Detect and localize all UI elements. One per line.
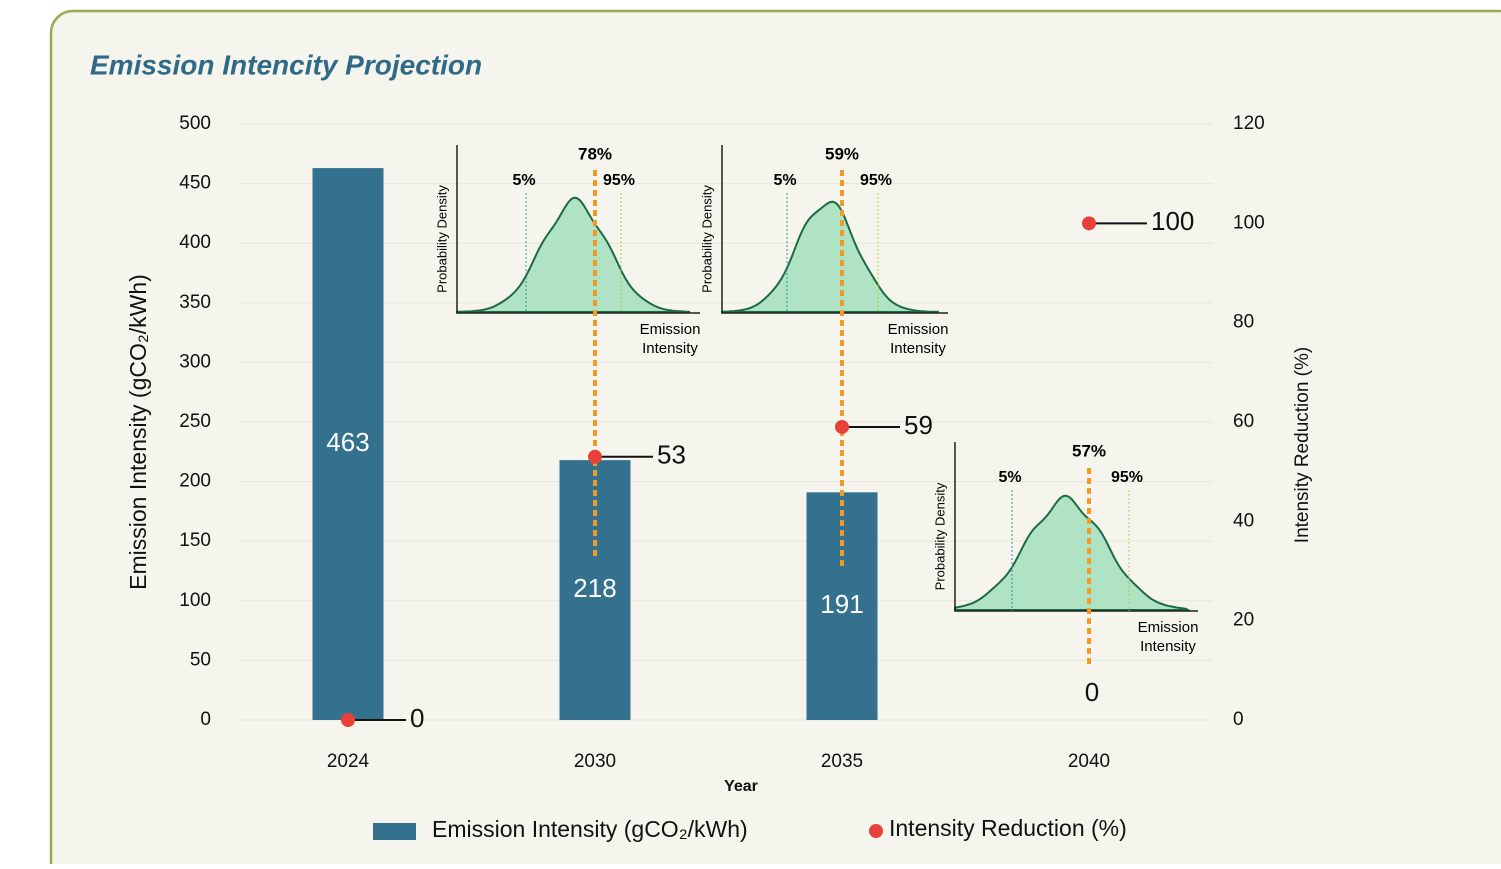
point-value-label: 53 (657, 440, 686, 470)
bar-value-label: 463 (326, 427, 369, 457)
legend-swatch (869, 824, 883, 838)
y2-tick-label: 0 (1233, 709, 1244, 730)
inset-axes (456, 145, 700, 314)
point-value-label: 100 (1151, 206, 1194, 236)
p95-label: 95% (1111, 469, 1143, 486)
y2-tick-label: 60 (1233, 411, 1254, 432)
p5-label: 5% (998, 469, 1021, 486)
point (1082, 216, 1096, 231)
point (835, 419, 849, 434)
y2-tick-label: 100 (1233, 212, 1265, 233)
p95-label: 95% (860, 172, 892, 189)
y2-tick-label: 20 (1233, 610, 1254, 631)
x-axis-label: Year (724, 778, 758, 795)
bar-value-label: 191 (820, 589, 863, 619)
x-tick-label: 2030 (574, 751, 616, 772)
bar (312, 168, 384, 720)
inset-axes (954, 442, 1198, 612)
inset-x-label: Emission Intensity (640, 321, 701, 357)
bar-value-label: 0 (1085, 677, 1099, 707)
y-tick-label: 250 (179, 411, 211, 432)
legend-label: Emission Intensity (gCO₂/kWh) (432, 816, 748, 842)
p5-label: 5% (512, 172, 535, 189)
inset-axes (721, 145, 948, 314)
y2-tick-label: 120 (1233, 113, 1265, 134)
y-tick-label: 0 (200, 709, 211, 730)
density-area (721, 200, 939, 313)
density-area (456, 196, 691, 313)
mean-label: 59% (825, 144, 859, 163)
y-tick-label: 200 (179, 471, 211, 492)
p95-label: 95% (603, 172, 635, 189)
inset-y-label: Probability Density (434, 185, 449, 293)
bar-value-label: 218 (573, 573, 616, 603)
inset-x-label: Emission Intensity (888, 321, 949, 357)
point (588, 449, 602, 464)
inset-x-label: Emission Intensity (1138, 619, 1199, 655)
card (49, 9, 1501, 869)
y2-tick-label: 40 (1233, 510, 1254, 531)
y-tick-label: 450 (179, 173, 211, 194)
y-axis-label: Emission Intensity (gCO₂/kWh) (125, 274, 151, 590)
y2-tick-label: 80 (1233, 312, 1254, 333)
y-tick-label: 50 (190, 649, 211, 670)
inset-y-label: Probability Density (699, 185, 714, 293)
point-value-label: 0 (410, 703, 424, 733)
chart-title: Emission Intencity Projection (90, 49, 482, 80)
y-tick-label: 350 (179, 292, 211, 313)
point-value-label: 59 (904, 410, 933, 440)
y2-axis-label: Intensity Reduction (%) (1292, 347, 1313, 543)
y-tick-label: 150 (179, 530, 211, 551)
legend-swatch (373, 823, 416, 840)
x-tick-label: 2035 (821, 751, 863, 772)
mean-label: 57% (1072, 441, 1106, 460)
point (341, 713, 355, 727)
x-tick-label: 2040 (1068, 751, 1110, 772)
x-tick-label: 2024 (327, 751, 370, 772)
legend-label: Intensity Reduction (%) (889, 815, 1127, 841)
density-area (954, 494, 1192, 611)
y-tick-label: 100 (179, 590, 211, 611)
y-tick-label: 300 (179, 351, 211, 372)
mean-label: 78% (578, 144, 612, 163)
p5-label: 5% (773, 172, 796, 189)
inset-y-label: Probability Density (932, 482, 947, 590)
y-tick-label: 500 (179, 113, 211, 134)
y-tick-label: 400 (179, 232, 211, 253)
